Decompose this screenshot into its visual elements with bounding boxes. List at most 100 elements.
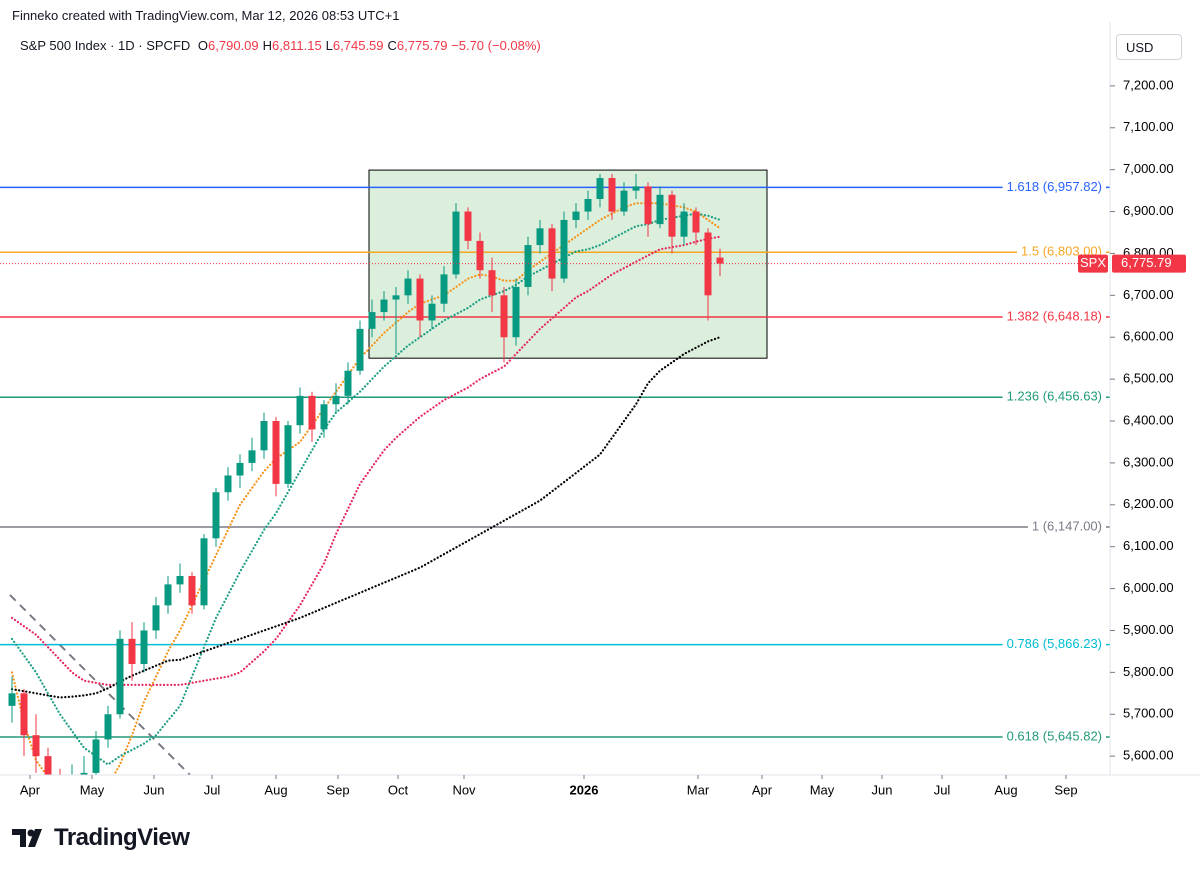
ohlc-key: C: [387, 38, 397, 53]
y-tick-label: 6,100.00: [1123, 538, 1174, 553]
ohlc-value: 6,745.59: [332, 38, 384, 53]
y-tick-label: 6,200.00: [1123, 496, 1174, 511]
trend-line: [9, 594, 191, 775]
currency-button[interactable]: USD: [1116, 34, 1182, 60]
fib-label: 1.236 (6,456.63): [1007, 389, 1102, 404]
x-tick-label: Apr: [20, 782, 41, 797]
x-tick-label: Jul: [204, 782, 221, 797]
candle-body: [308, 395, 316, 430]
moving-average: [10, 235, 722, 686]
fib-label-bg: [1002, 728, 1106, 744]
candle-body: [248, 450, 256, 463]
candle-body: [260, 421, 268, 451]
ohlc-key: L: [325, 38, 333, 53]
candle-body: [404, 278, 412, 296]
y-tick-label: 6,400.00: [1123, 412, 1174, 427]
candle-body: [44, 756, 52, 775]
candle-body: [128, 638, 136, 664]
fib-label: 1 (6,147.00): [1032, 518, 1102, 533]
candle-body: [332, 395, 340, 405]
candle-body: [164, 584, 172, 606]
candle-body: [188, 576, 196, 606]
candle-body: [632, 186, 640, 191]
x-tick-label: Jun: [872, 782, 893, 797]
candle-body: [57, 781, 64, 789]
x-tick-label: Oct: [388, 782, 409, 797]
candle-body: [92, 739, 100, 773]
logo: TradingView: [12, 824, 190, 852]
y-tick-label: 7,200.00: [1123, 77, 1174, 92]
change: −5.70 (−0.08%): [451, 38, 541, 53]
candle-body: [272, 421, 280, 484]
x-tick-label: Nov: [452, 782, 476, 797]
price-badge-label: 6,775.79: [1121, 255, 1172, 270]
fib-label-bg: [1002, 308, 1106, 324]
x-tick-label: Mar: [687, 782, 710, 797]
candle-body: [212, 492, 220, 539]
candle-body: [560, 219, 568, 279]
candle-body: [524, 245, 532, 287]
logo-text: TradingView: [54, 824, 190, 851]
candle-body: [488, 270, 496, 296]
ohlc-value: 6,790.09: [208, 38, 259, 53]
x-tick-label: Sep: [326, 782, 349, 797]
candle-body: [668, 194, 676, 237]
candle-body: [500, 295, 508, 338]
candle-body: [380, 299, 388, 313]
y-tick-label: 5,600.00: [1123, 748, 1174, 763]
ohlc-key: O: [197, 38, 209, 53]
candle-body: [416, 278, 424, 321]
candle-body: [32, 735, 40, 757]
x-tick-label: 2026: [570, 782, 599, 797]
candle-body: [296, 395, 304, 426]
x-tick-label: Apr: [752, 782, 773, 797]
y-tick-label: 6,300.00: [1123, 454, 1174, 469]
fib-label: 0.786 (5,866.23): [1007, 636, 1102, 651]
x-tick-label: Aug: [994, 782, 1017, 797]
x-tick-label: Sep: [1054, 782, 1077, 797]
fib-label-bg: [1002, 178, 1106, 194]
candle-body: [716, 257, 724, 264]
y-tick-label: 6,000.00: [1123, 580, 1174, 595]
candle-body: [584, 198, 592, 212]
candle-body: [440, 274, 448, 304]
candle-body: [644, 186, 652, 225]
fib-label-bg: [1002, 636, 1106, 652]
price-badge: [1112, 254, 1186, 273]
logo-icon: [12, 829, 42, 847]
candle-body: [356, 328, 364, 371]
chart: 5,600.00 5,700.00 5,800.00 5,900.00 6,000.00…: [0, 22, 1200, 797]
plot-area: [0, 169, 1110, 789]
candle-body: [152, 605, 160, 631]
symbol-badge: [1078, 254, 1108, 273]
candle-body: [596, 178, 604, 199]
candle-body: [236, 462, 244, 476]
moving-average: [10, 202, 722, 775]
moving-average: [10, 212, 722, 766]
candle-body: [20, 693, 28, 736]
candle-body: [572, 211, 580, 220]
ohlc-value: 6,811.15: [272, 38, 322, 53]
candle-body: [608, 178, 616, 212]
candle-body: [320, 404, 328, 430]
y-tick-label: 6,500.00: [1123, 371, 1174, 386]
y-tick-label: 5,800.00: [1123, 664, 1174, 679]
x-tick-label: Jun: [144, 782, 165, 797]
candle-body: [368, 312, 376, 329]
candle-body: [344, 370, 352, 396]
candle-body: [512, 286, 520, 338]
y-tick-label: 6,900.00: [1123, 203, 1174, 218]
y-tick-label: 6,700.00: [1123, 287, 1174, 302]
fib-label: 0.618 (5,645.82): [1007, 728, 1102, 743]
candle-body: [104, 714, 112, 740]
y-tick-label: 7,100.00: [1123, 119, 1174, 134]
candle-body: [656, 194, 664, 225]
candle-body: [464, 211, 472, 241]
candle-body: [80, 772, 88, 775]
fib-label: 1.382 (6,648.18): [1007, 308, 1102, 323]
fib-label-bg: [1027, 518, 1106, 534]
candle-body: [176, 576, 184, 585]
y-tick-label: 6,600.00: [1123, 329, 1174, 344]
x-tick-label: May: [80, 782, 105, 797]
range-box: [368, 169, 768, 359]
